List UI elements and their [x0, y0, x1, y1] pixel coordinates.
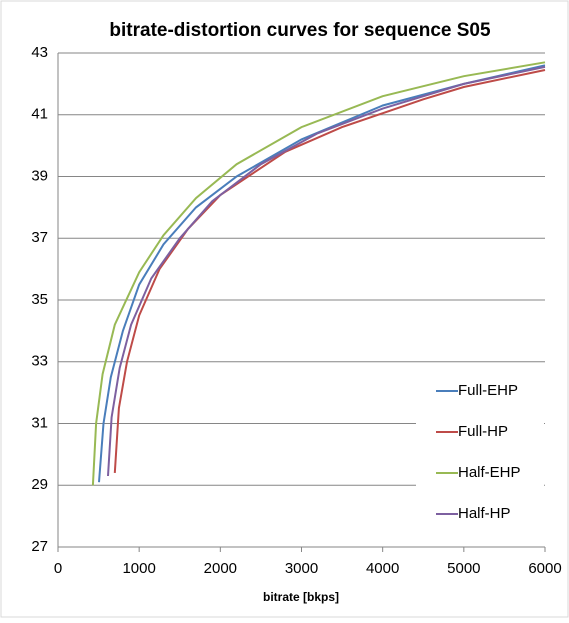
x-tick-label: 0 — [54, 560, 62, 577]
x-tick-label: 4000 — [366, 560, 399, 577]
x-axis-label: bitrate [bkps] — [263, 590, 339, 604]
x-tick-label: 5000 — [447, 560, 480, 577]
x-tick-label: 1000 — [122, 560, 155, 577]
y-tick-label: 35 — [31, 291, 48, 308]
x-tick-label: 3000 — [285, 560, 318, 577]
line-series — [91, 61, 546, 486]
x-tick-label: 2000 — [204, 560, 237, 577]
y-tick-label: 37 — [31, 229, 48, 246]
y-tick-label: 43 — [31, 44, 48, 61]
legend-box — [416, 370, 544, 534]
legend-label: Full-EHP — [458, 382, 518, 399]
y-tick-label: 39 — [31, 167, 48, 184]
y-tick-label: 29 — [31, 476, 48, 493]
line-series — [113, 69, 546, 473]
legend-label: Half-HP — [458, 505, 511, 522]
y-tick-label: 31 — [31, 414, 48, 431]
y-tick-label: 33 — [31, 353, 48, 370]
legend-label: Full-HP — [458, 423, 508, 440]
line-series — [107, 65, 546, 477]
line-series — [98, 64, 546, 483]
chart-title: bitrate-distortion curves for sequence S… — [109, 20, 491, 41]
legend-label: Half-EHP — [458, 464, 521, 481]
x-tick-label: 6000 — [528, 560, 561, 577]
y-tick-label: 27 — [31, 538, 48, 555]
y-tick-label: 41 — [31, 106, 48, 123]
